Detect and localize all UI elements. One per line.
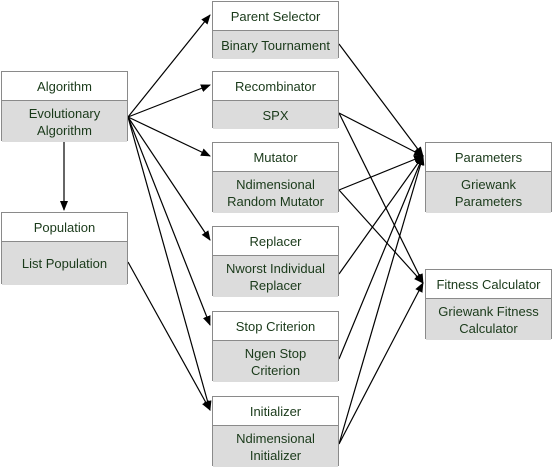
node-mutator-title: Mutator xyxy=(213,143,338,172)
node-algorithm: Algorithm Evolutionary Algorithm xyxy=(1,71,128,142)
edge-mutator-to-parameters xyxy=(338,155,424,191)
edge-algorithm-to-recombinator xyxy=(127,84,211,118)
node-algorithm-body: Evolutionary Algorithm xyxy=(2,101,127,142)
edge-algorithm-to-parent-selector xyxy=(127,14,211,118)
node-initializer-title: Initializer xyxy=(213,397,338,426)
node-stop-criterion-title: Stop Criterion xyxy=(213,312,338,341)
node-algorithm-title: Algorithm xyxy=(2,72,127,101)
edge-algorithm-to-initializer xyxy=(127,116,212,411)
node-mutator: Mutator Ndimensional Random Mutator xyxy=(212,142,339,213)
edge-replacer-to-parameters xyxy=(338,155,424,275)
node-fitness-calculator-body: Griewank Fitness Calculator xyxy=(426,299,551,340)
node-fitness-calculator-title: Fitness Calculator xyxy=(426,270,551,299)
node-parameters-body: Griewank Parameters xyxy=(426,172,551,213)
node-fitness-calculator: Fitness Calculator Griewank Fitness Calc… xyxy=(425,269,552,340)
node-stop-criterion-body: Ngen Stop Criterion xyxy=(213,341,338,382)
node-parent-selector: Parent Selector Binary Tournament xyxy=(212,1,339,59)
node-replacer: Replacer Nworst Individual Replacer xyxy=(212,226,339,297)
edge-algorithm-to-stop-criterion xyxy=(127,116,211,326)
node-parameters: Parameters Griewank Parameters xyxy=(425,142,552,213)
node-recombinator-title: Recombinator xyxy=(213,72,338,101)
edge-population-to-initializer xyxy=(127,261,211,411)
edge-algorithm-to-mutator xyxy=(127,116,211,157)
node-parameters-title: Parameters xyxy=(426,143,551,172)
node-initializer: Initializer Ndimensional Initializer xyxy=(212,396,339,467)
node-mutator-body: Ndimensional Random Mutator xyxy=(213,172,338,213)
node-replacer-body: Nworst Individual Replacer xyxy=(213,256,338,297)
edge-initializer-to-fitness-calculator xyxy=(338,282,424,445)
node-population: Population List Population xyxy=(1,212,128,285)
edge-recombinator-to-parameters xyxy=(338,112,424,157)
edge-mutator-to-fitness-calculator xyxy=(338,189,424,284)
edge-parent-selector-to-parameters xyxy=(338,43,424,157)
node-recombinator: Recombinator SPX xyxy=(212,71,339,129)
edge-recombinator-to-fitness-calculator xyxy=(338,112,424,284)
node-replacer-title: Replacer xyxy=(213,227,338,256)
node-stop-criterion: Stop Criterion Ngen Stop Criterion xyxy=(212,311,339,382)
node-recombinator-body: SPX xyxy=(213,101,338,129)
node-parent-selector-body: Binary Tournament xyxy=(213,31,338,59)
edge-algorithm-to-replacer xyxy=(127,116,211,241)
node-population-title: Population xyxy=(2,213,127,242)
node-population-body: List Population xyxy=(2,242,127,285)
node-initializer-body: Ndimensional Initializer xyxy=(213,426,338,467)
edge-stop-criterion-to-parameters xyxy=(338,155,424,360)
node-parent-selector-title: Parent Selector xyxy=(213,2,338,31)
edge-initializer-to-parameters xyxy=(338,155,425,445)
